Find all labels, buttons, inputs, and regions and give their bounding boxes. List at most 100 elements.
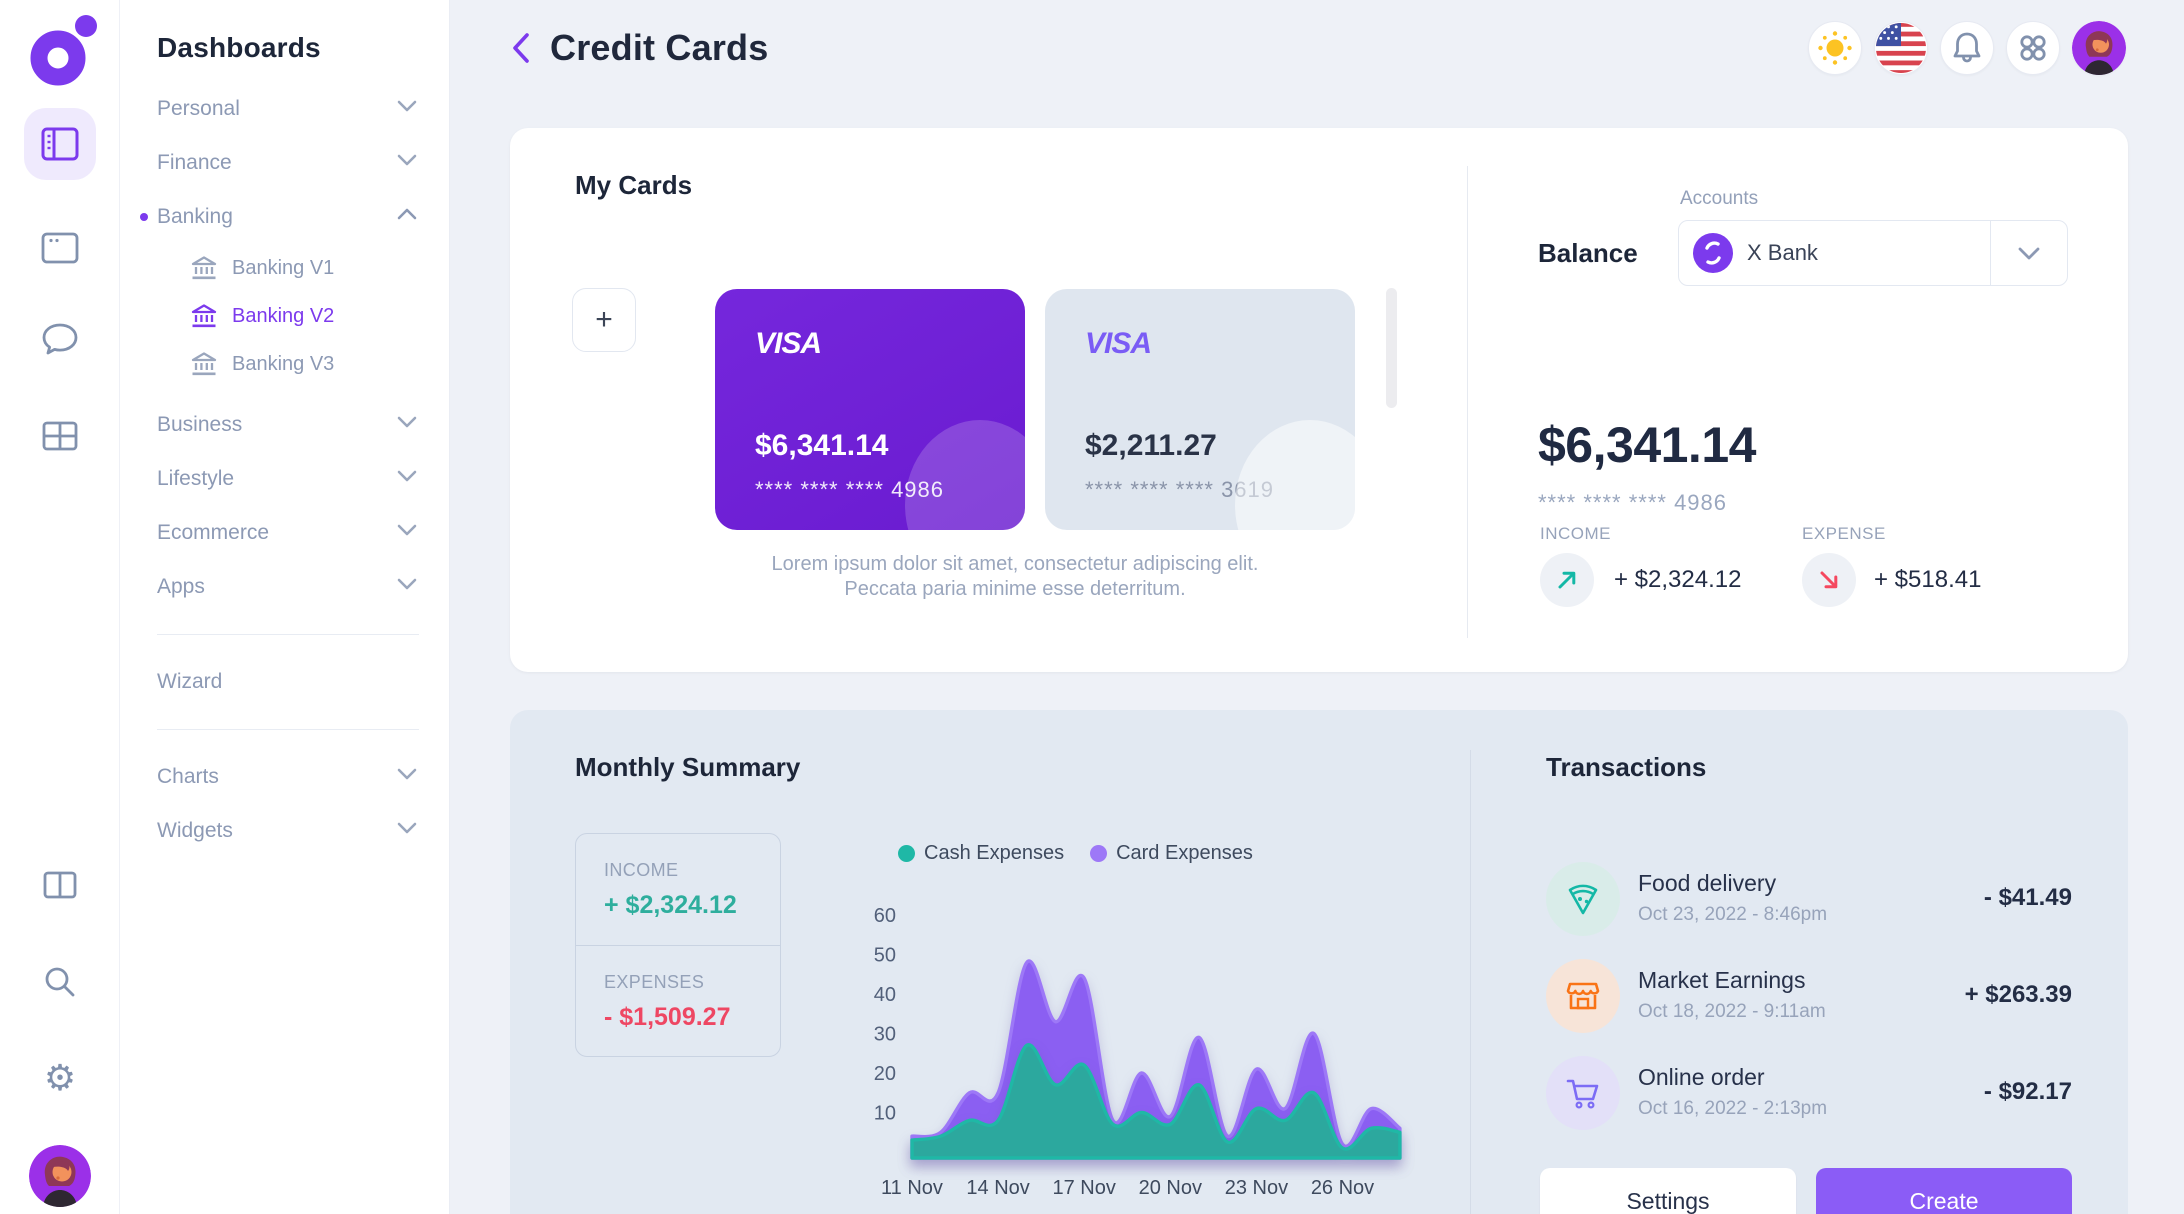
legend-dot [898,845,915,862]
x-axis-tick: 14 Nov [966,1177,1029,1199]
sidebar-item-label: Finance [157,151,232,174]
sidebar-item-wizard[interactable]: Wizard [120,655,449,709]
sidebar-item-banking-v1[interactable]: Banking V1 [120,244,449,292]
expense-label: EXPENSE [1802,524,1886,543]
y-axis-tick: 30 [874,1024,896,1046]
credit-card-gray[interactable]: VISA $2,211.27 **** **** **** 3619 [1045,289,1355,530]
app-logo[interactable] [22,12,98,88]
rail-chat-button[interactable] [24,303,96,375]
sidebar-item-label: Ecommerce [157,521,270,544]
chevron-down-icon [397,523,417,541]
cart-icon [1566,1079,1599,1109]
legend-label: Cash Expenses [924,842,1065,864]
monthly-summary-title: Monthly Summary [575,752,801,782]
sidebar-item-label: Charts [157,765,219,788]
apps-grid-icon [2020,35,2046,61]
back-button[interactable] [510,20,550,76]
cards-scrollbar[interactable] [1386,288,1397,408]
transaction-row[interactable]: Food delivery Oct 23, 2022 - 8:46pm - $41.… [1546,862,2072,948]
language-button[interactable] [1874,21,1928,75]
x-axis-tick: 23 Nov [1225,1177,1288,1199]
sidebar-item-ecommerce[interactable]: Ecommerce [120,506,449,560]
sidebar-menu: Dashboards Personal Finance Banking Bank… [120,0,450,1214]
monthly-panel: Monthly Summary INCOME + $2,324.12 EXPEN… [510,710,2128,1214]
chevron-down-icon [397,768,417,780]
sidebar-item-finance[interactable]: Finance [120,136,449,190]
sidebar-item-banking-v3[interactable]: Banking V3 [120,340,449,388]
account-select[interactable]: X Bank [1678,220,2068,286]
icon-rail: ⚙ [0,0,120,1214]
profile-avatar[interactable] [2072,21,2126,75]
rail-search-button[interactable] [24,946,96,1018]
notifications-button[interactable] [1940,21,1994,75]
cards-description: Lorem ipsum dolor sit amet, consectetur … [771,553,1259,600]
card-number: **** **** **** 4986 [755,477,945,502]
topbar-actions [1808,21,2126,75]
window-icon [41,232,79,264]
theme-toggle-button[interactable] [1808,21,1862,75]
visa-logo: VISA [755,327,822,360]
rail-grid-button[interactable] [24,400,96,472]
chevron-left-icon [513,33,529,63]
sun-icon [1818,31,1852,65]
columns-icon [43,871,77,899]
sidebar-item-personal[interactable]: Personal [120,82,449,136]
rail-dashboards-button[interactable] [24,108,96,180]
add-card-button[interactable]: + [572,288,636,352]
my-cards-panel: My Cards + VISA $6,341.14 **** **** **** 4… [510,128,2128,672]
legend-label: Card Expenses [1116,842,1253,864]
expense-value: + $518.41 [1874,566,1982,593]
sidebar-item-banking[interactable]: Banking [120,190,449,244]
apps-button[interactable] [2006,21,2060,75]
sidebar-item-widgets[interactable]: Widgets [120,804,449,858]
summary-expenses-value: - $1,509.27 [604,1003,731,1031]
rail-user-avatar[interactable] [29,1145,91,1207]
transaction-name: Market Earnings [1638,967,1806,993]
bell-icon [1953,32,1981,63]
sidebar-item-business[interactable]: Business [120,398,449,452]
transaction-row[interactable]: Market Earnings Oct 18, 2022 - 9:11am + $2… [1546,959,2072,1045]
us-flag-icon [1875,22,1927,74]
income-value: + $2,324.12 [1614,566,1742,593]
transaction-datetime: Oct 16, 2022 - 2:13pm [1638,1098,1828,1119]
avatar-illustration [29,1145,91,1207]
visa-logo: VISA [1085,327,1152,360]
sidebar-item-lifestyle[interactable]: Lifestyle [120,452,449,506]
sidebar-item-apps[interactable]: Apps [120,560,449,614]
chevron-down-icon [397,415,417,433]
cart-icon [1546,1056,1620,1130]
chevron-down-icon [397,822,417,834]
sidebar-layout-icon [41,127,79,161]
summary-box: INCOME + $2,324.12 EXPENSES - $1,509.27 [575,833,781,1057]
logo-icon [30,15,97,86]
balance-card-number: **** **** **** 4986 [1538,490,1728,515]
legend-item: Card Expenses [1090,842,1253,865]
y-axis-tick: 10 [874,1103,896,1125]
rail-columns-button[interactable] [24,849,96,921]
chevron-up-icon [397,208,417,220]
gear-icon: ⚙ [43,1058,77,1099]
chevron-down-icon [397,470,417,482]
transaction-row[interactable]: Online order Oct 16, 2022 - 2:13pm - $92.1… [1546,1056,2072,1142]
create-button[interactable]: Create [1816,1168,2072,1214]
legend-item: Cash Expenses [898,842,1064,865]
bank-icon [191,256,217,280]
x-axis-tick: 20 Nov [1139,1177,1202,1199]
expense-arrow-icon [1802,553,1856,607]
sidebar-item-label: Apps [157,575,205,598]
sidebar-subitem-label: Banking V2 [232,304,335,327]
credit-card-purple[interactable]: VISA $6,341.14 **** **** **** 4986 [715,289,1025,530]
sidebar-title: Dashboards [157,32,321,63]
sidebar-item-banking-v2[interactable]: Banking V2 [120,292,449,340]
rail-window-button[interactable] [24,212,96,284]
sidebar-item-label: Business [157,413,243,436]
sidebar-item-charts[interactable]: Charts [120,750,449,804]
account-select-chevron[interactable] [1991,221,2067,285]
x-axis-tick: 17 Nov [1053,1177,1116,1199]
income-arrow-icon [1540,553,1594,607]
chevron-down-icon [397,524,417,536]
accounts-label: Accounts [1680,188,1759,209]
rail-settings-button[interactable]: ⚙ [24,1043,96,1115]
search-icon [45,967,75,997]
settings-button[interactable]: Settings [1540,1168,1796,1214]
